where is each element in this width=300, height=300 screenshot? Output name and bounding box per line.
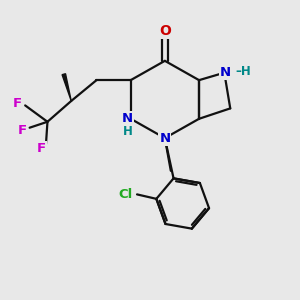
Text: N: N [220,66,231,79]
Text: F: F [18,124,27,137]
Text: F: F [13,98,22,110]
Text: –H: –H [236,65,251,78]
Text: N: N [159,132,170,145]
Text: O: O [159,24,171,38]
Text: Cl: Cl [118,188,132,201]
Polygon shape [62,74,71,101]
Text: N: N [122,112,133,125]
Text: H: H [123,125,133,138]
Text: F: F [37,142,46,155]
